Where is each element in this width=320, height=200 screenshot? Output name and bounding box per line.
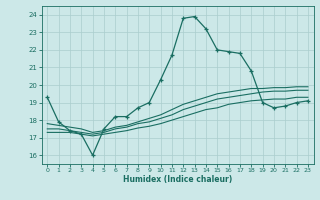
X-axis label: Humidex (Indice chaleur): Humidex (Indice chaleur) (123, 175, 232, 184)
